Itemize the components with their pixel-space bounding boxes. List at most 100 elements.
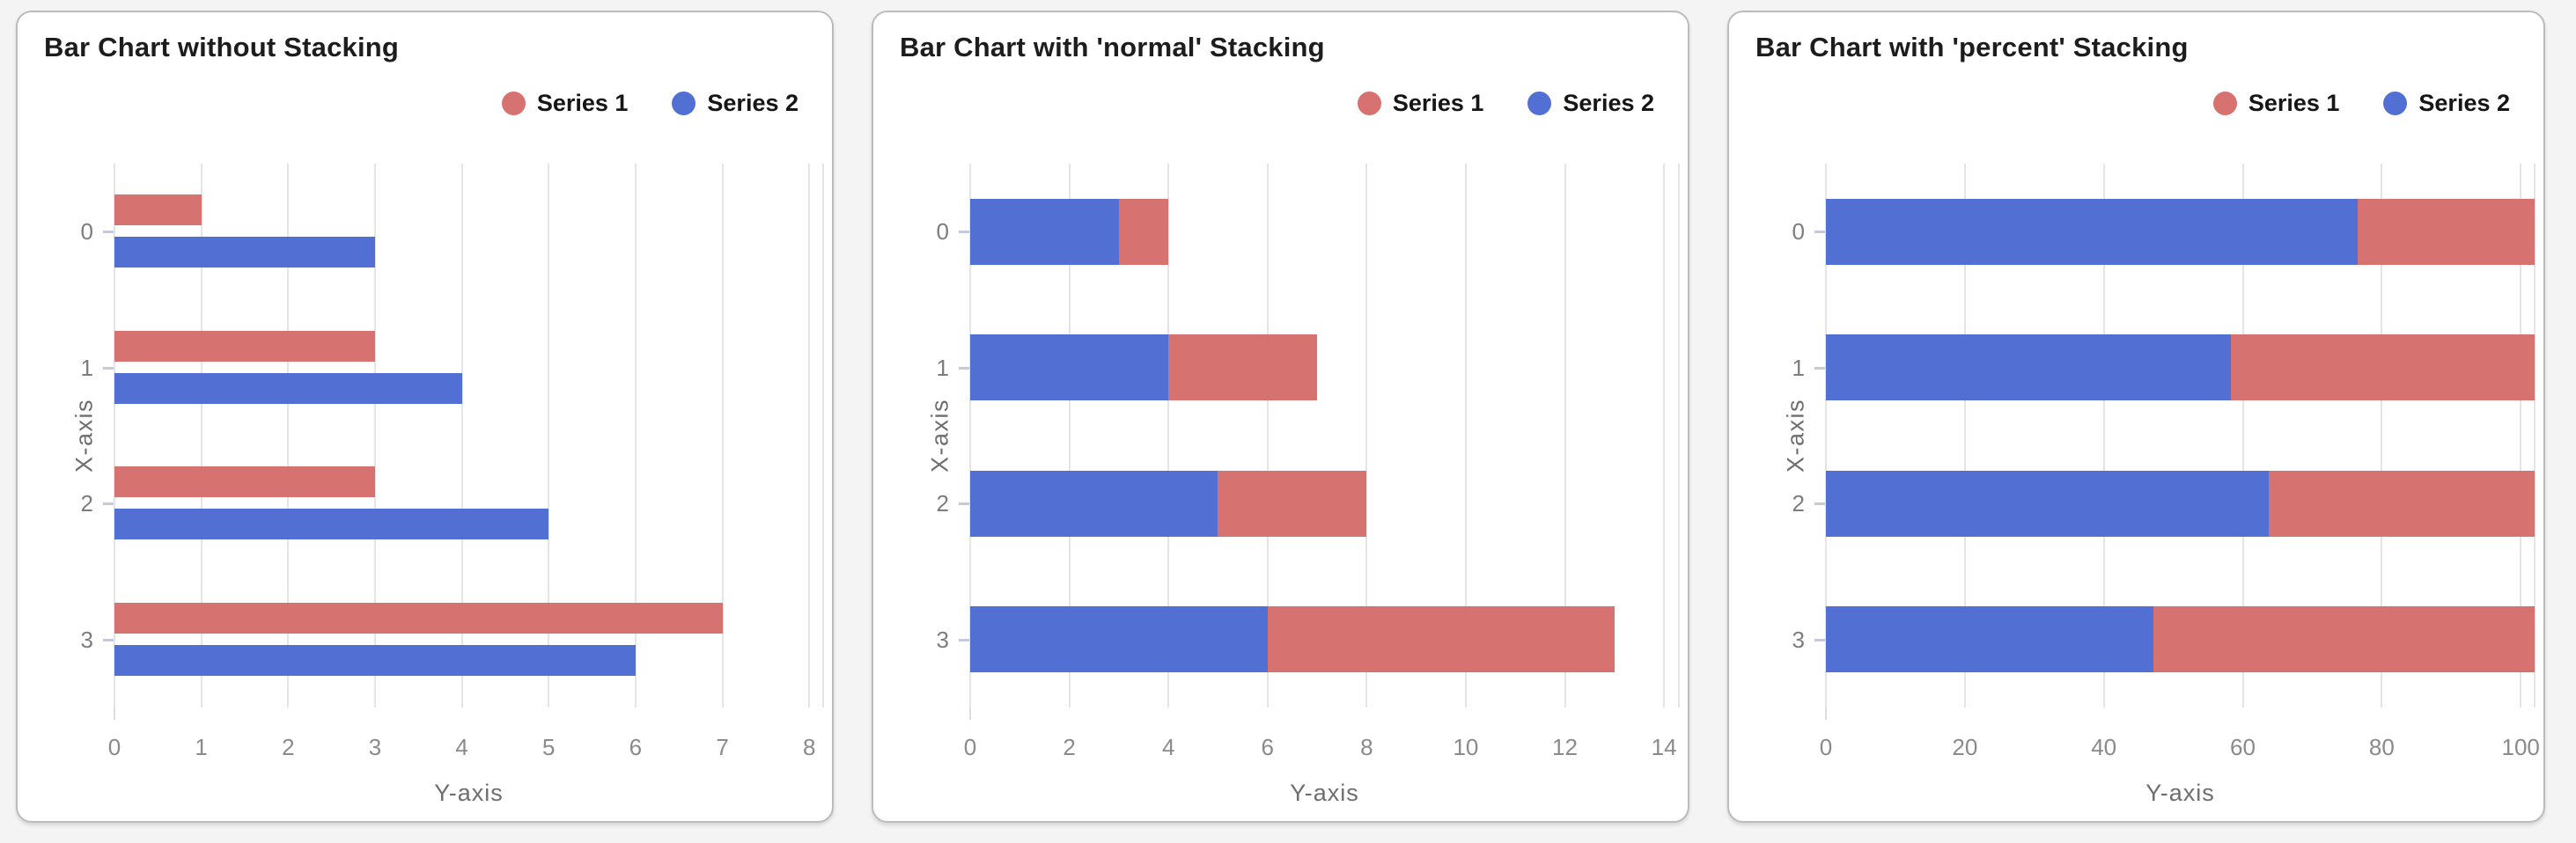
gridline <box>1464 164 1467 707</box>
gridline <box>721 164 724 707</box>
gridline <box>287 164 290 707</box>
axis-zero-tick <box>114 707 115 720</box>
y-axis-title: X-axis <box>1782 398 1809 473</box>
legend-item-series-1[interactable]: Series 1 <box>1357 90 1483 117</box>
bar-series-1[interactable] <box>2269 470 2535 537</box>
bar-series-2[interactable] <box>114 509 549 540</box>
axis-zero-tick <box>969 707 971 720</box>
bar-series-1[interactable] <box>114 194 202 226</box>
chart-card-no-stacking: Bar Chart without Stacking Series 1 Serie… <box>16 11 834 823</box>
legend-marker-icon <box>672 92 696 115</box>
legend-item-series-2[interactable]: Series 2 <box>2383 90 2510 117</box>
value-tick-label: 0 <box>1819 734 1833 760</box>
bar-series-1[interactable] <box>1218 470 1367 537</box>
bar-series-1[interactable] <box>2231 334 2535 401</box>
legend-marker-icon <box>2212 92 2237 115</box>
gridline <box>1663 164 1666 707</box>
value-tick-label: 12 <box>1552 734 1578 760</box>
plot-area <box>114 164 824 720</box>
value-axis-ticks: 0 1 2 3 4 5 6 7 8 <box>108 734 823 760</box>
bar-series-1[interactable] <box>2153 606 2535 673</box>
bar-series-2[interactable] <box>1826 606 2153 673</box>
value-tick-label: 7 <box>716 734 729 760</box>
chart-title: Bar Chart with 'percent' Stacking <box>1755 32 2189 62</box>
value-tick-label: 2 <box>282 734 295 760</box>
value-tick-label: 6 <box>629 734 643 760</box>
gridline <box>1365 164 1368 707</box>
chart-title: Bar Chart without Stacking <box>44 32 400 62</box>
bar-series-2[interactable] <box>114 372 462 404</box>
gridline <box>548 164 550 707</box>
plot-area <box>969 164 1680 720</box>
gridline <box>200 164 202 707</box>
category-label: 3 <box>1792 626 1805 653</box>
plot-edge-line <box>822 164 824 707</box>
gridline <box>808 164 811 707</box>
category-label: 1 <box>936 354 949 381</box>
bar-series-1[interactable] <box>114 602 723 634</box>
category-tick-icon <box>959 231 969 234</box>
x-axis-title: Y-axis <box>2145 780 2215 806</box>
bar-series-1[interactable] <box>2357 198 2535 265</box>
value-tick-label: 5 <box>542 734 556 760</box>
x-axis-title: Y-axis <box>434 780 504 806</box>
gridline <box>969 164 971 707</box>
value-axis-ticks: 0 20 40 60 80 100 <box>1820 734 2540 760</box>
value-tick-label: 0 <box>107 734 121 760</box>
legend-item-series-2[interactable]: Series 2 <box>672 90 799 117</box>
plot-area <box>1825 164 2536 720</box>
category-tick-icon <box>103 638 114 641</box>
value-tick-label: 0 <box>963 734 977 760</box>
legend-item-series-1[interactable]: Series 1 <box>501 90 629 117</box>
value-tick-label: 8 <box>802 734 816 760</box>
bar-series-1[interactable] <box>1267 606 1615 673</box>
value-tick-label: 2 <box>1063 734 1076 760</box>
gridline <box>2520 164 2522 707</box>
category-label: 2 <box>80 490 93 517</box>
value-tick-label: 10 <box>1453 734 1479 760</box>
category-label: 3 <box>80 626 93 653</box>
category-tick-icon <box>103 231 114 234</box>
bar-series-2[interactable] <box>970 606 1268 673</box>
gridline <box>2381 164 2383 707</box>
bar-series-2[interactable] <box>114 237 375 268</box>
legend: Series 1 Series 2 <box>1357 90 1654 117</box>
bar-series-1[interactable] <box>1168 334 1318 401</box>
bar-series-2[interactable] <box>1826 198 2358 265</box>
legend-item-series-1[interactable]: Series 1 <box>2212 90 2339 117</box>
bar-series-1[interactable] <box>114 330 375 362</box>
chart-card-percent-stacking: Bar Chart with 'percent' Stacking Series… <box>1727 11 2545 823</box>
value-tick-label: 20 <box>1952 734 1978 760</box>
bar-series-2[interactable] <box>970 334 1169 401</box>
gridline <box>373 164 376 707</box>
legend-label: Series 1 <box>536 90 629 116</box>
bar-series-2[interactable] <box>970 470 1218 537</box>
gridline <box>460 164 463 707</box>
legend-item-series-2[interactable]: Series 2 <box>1527 90 1654 117</box>
bar-series-2[interactable] <box>114 644 636 676</box>
bar-series-1[interactable] <box>114 466 375 498</box>
category-label: 0 <box>80 218 93 246</box>
gridline <box>1825 164 1827 707</box>
gridline <box>1068 164 1071 707</box>
category-tick-icon <box>1814 638 1825 641</box>
value-tick-label: 6 <box>1261 734 1274 760</box>
x-axis-title: Y-axis <box>1290 780 1359 806</box>
value-tick-label: 4 <box>1161 734 1175 760</box>
value-tick-label: 80 <box>2368 734 2395 760</box>
legend-marker-icon <box>1527 92 1552 115</box>
category-label: 0 <box>1792 218 1805 246</box>
value-tick-label: 1 <box>195 734 208 760</box>
value-tick-label: 60 <box>2230 734 2256 760</box>
gridline <box>1564 164 1566 707</box>
legend: Series 1 Series 2 <box>2212 90 2510 117</box>
category-tick-icon <box>959 366 969 370</box>
category-tick-icon <box>959 502 969 506</box>
charts-dashboard: Bar Chart without Stacking Series 1 Serie… <box>16 11 2545 823</box>
category-tick-icon <box>1814 502 1825 506</box>
category-label: 1 <box>1792 354 1805 381</box>
bar-series-2[interactable] <box>1826 470 2270 537</box>
bar-series-2[interactable] <box>1826 334 2231 401</box>
bar-series-1[interactable] <box>1118 198 1169 265</box>
bar-series-2[interactable] <box>970 198 1119 265</box>
